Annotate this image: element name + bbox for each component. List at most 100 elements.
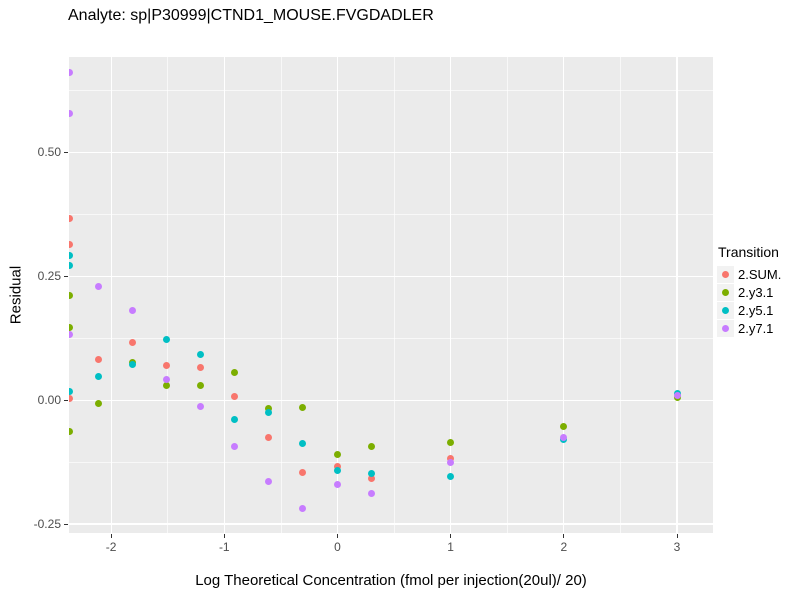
legend-point-icon (722, 288, 729, 296)
data-point (69, 68, 73, 76)
x-tick-label: -1 (218, 540, 230, 554)
data-point (69, 110, 73, 118)
legend-entries: 2.SUM. 2.y3.1 2.y5.1 2.y7.1 (717, 265, 781, 337)
y-tick-mark (64, 151, 68, 153)
data-point (69, 291, 73, 299)
gridline-y-minor (69, 337, 713, 339)
y-tick-mark (64, 399, 68, 401)
x-tick-label: 3 (673, 540, 681, 554)
y-tick-label: 0.00 (37, 393, 61, 408)
data-point (69, 241, 73, 249)
legend-key (717, 301, 734, 319)
x-tick-mark (676, 534, 678, 538)
data-point (447, 455, 455, 463)
x-tick-mark (223, 534, 225, 538)
data-point (197, 351, 205, 359)
data-point (447, 472, 455, 480)
data-point (333, 481, 341, 489)
data-point (333, 466, 341, 474)
data-point (298, 468, 306, 476)
data-point (298, 439, 306, 447)
x-tick-mark (336, 534, 338, 538)
gridline-y-major (69, 399, 713, 401)
gridline-x-minor (167, 57, 168, 533)
data-point (69, 251, 73, 259)
data-point (230, 416, 238, 424)
legend-point-icon (722, 324, 729, 332)
data-point (298, 403, 306, 411)
data-point (95, 372, 103, 380)
legend-entry-label: 2.y7.1 (738, 320, 774, 336)
y-tick-mark (64, 523, 68, 525)
data-point (673, 391, 681, 399)
gridline-x-major (336, 57, 339, 533)
x-tick-mark (450, 534, 452, 538)
gridline-y-minor (69, 89, 713, 91)
gridline-x-major (676, 57, 678, 533)
data-point (69, 214, 73, 222)
gridline-x-major (110, 57, 112, 533)
data-point (298, 504, 306, 512)
data-point (447, 459, 455, 467)
gridline-y-major (69, 151, 713, 153)
data-point (95, 399, 103, 407)
gridline-x-major (223, 57, 225, 533)
data-point (163, 362, 171, 370)
data-point (230, 443, 238, 451)
gridline-x-minor (280, 57, 282, 533)
legend-key (717, 265, 734, 283)
data-point (69, 323, 73, 331)
gridline-x-minor (506, 57, 508, 533)
y-tick-label: -0.25 (33, 517, 61, 532)
x-tick-mark (563, 534, 565, 538)
data-point (447, 439, 455, 447)
gridline-x-major (450, 57, 452, 533)
data-point (333, 450, 341, 458)
x-tick-label: 2 (560, 540, 568, 554)
legend-entry: 2.SUM. (717, 265, 781, 283)
data-point (230, 392, 238, 400)
data-point (95, 356, 103, 364)
data-point (367, 469, 375, 477)
gridline-x-minor (620, 57, 621, 533)
gridline-y-minor (69, 461, 713, 463)
legend-entry: 2.y7.1 (717, 319, 781, 337)
data-point (69, 387, 73, 395)
data-point (163, 381, 171, 389)
plot-panel (69, 57, 713, 533)
data-point (163, 336, 171, 344)
legend-entry: 2.y3.1 (717, 283, 781, 301)
data-point (69, 394, 73, 402)
gridline-x-major (563, 57, 565, 533)
data-point (264, 433, 272, 441)
data-point (264, 478, 272, 486)
x-tick-label: 0 (334, 540, 341, 554)
data-point (560, 423, 568, 431)
data-point (367, 489, 375, 497)
data-point (197, 381, 205, 389)
legend-entry-label: 2.SUM. (738, 266, 782, 282)
y-tick-mark (64, 275, 68, 277)
data-point (197, 364, 205, 372)
chart-title: Analyte: sp|P30999|CTND1_MOUSE.FVGDADLER (68, 7, 434, 24)
data-point (129, 338, 137, 346)
data-point (367, 475, 375, 483)
legend-key (717, 319, 734, 337)
legend-entry-label: 2.y5.1 (738, 302, 774, 318)
x-tick-label: 1 (447, 540, 454, 554)
y-tick-label: 0.50 (37, 145, 61, 160)
data-point (560, 433, 568, 441)
legend-title: Transition (718, 244, 779, 260)
legend-entry-label: 2.y3.1 (738, 284, 774, 300)
data-point (69, 330, 73, 338)
data-point (129, 306, 137, 314)
gridline-y-major (69, 275, 713, 277)
data-point (367, 442, 375, 450)
legend-entry: 2.y5.1 (717, 301, 781, 319)
legend-key (717, 283, 734, 301)
legend-point-icon (722, 270, 729, 278)
gridline-x-minor (393, 57, 395, 533)
data-point (129, 361, 137, 369)
gridline-y-major (69, 523, 713, 525)
